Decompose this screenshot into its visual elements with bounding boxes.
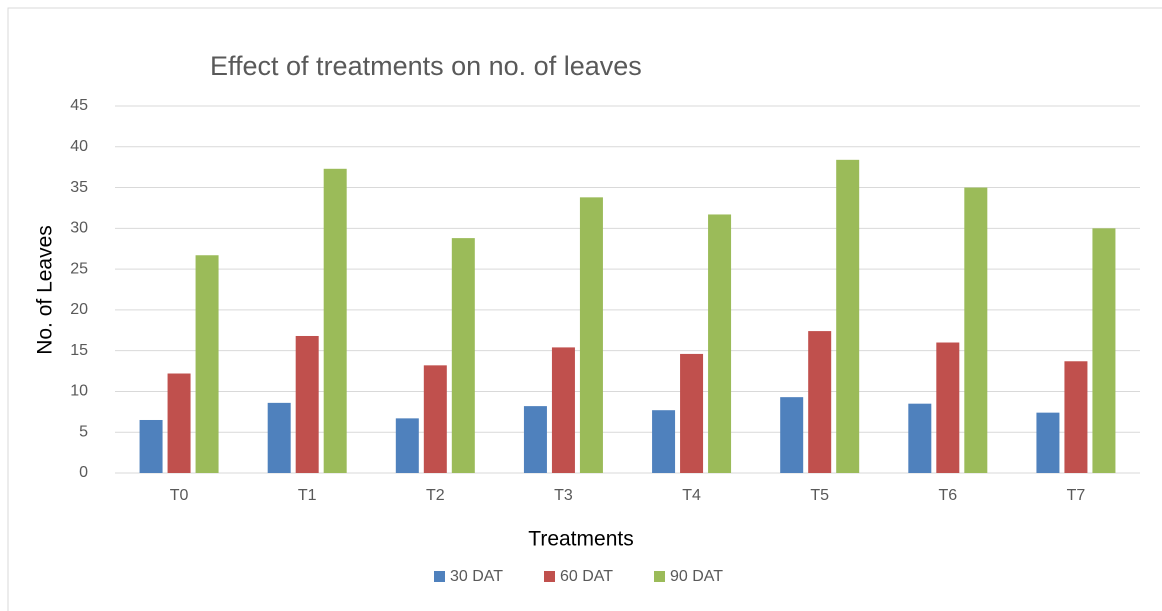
bar [1092, 228, 1116, 473]
legend-label: 90 DAT [670, 568, 723, 585]
bar [652, 410, 676, 473]
legend-swatch [544, 571, 555, 582]
y-tick-label: 45 [70, 97, 88, 114]
bar [936, 342, 960, 473]
bar [908, 403, 932, 473]
y-tick-label: 5 [79, 423, 88, 440]
x-tick-label: T6 [938, 487, 957, 504]
y-tick-label: 0 [79, 464, 88, 481]
x-tick-label: T7 [1067, 487, 1086, 504]
bar [295, 335, 319, 473]
x-axis-label: Treatments [528, 528, 633, 551]
bar [167, 373, 191, 473]
bar [964, 187, 988, 474]
legend-swatch [434, 571, 445, 582]
bar [423, 365, 447, 473]
bar [551, 347, 575, 473]
x-tick-label: T2 [426, 487, 445, 504]
bar [323, 168, 347, 473]
legend-label: 60 DAT [560, 568, 613, 585]
y-tick-label: 25 [70, 260, 88, 277]
bar [267, 402, 291, 473]
bar [680, 353, 704, 473]
x-tick-label: T1 [298, 487, 317, 504]
y-tick-label: 40 [70, 138, 88, 155]
x-tick-label: T4 [682, 487, 701, 504]
bar [808, 331, 832, 473]
bar [395, 418, 419, 473]
bar [451, 238, 475, 473]
y-tick-label: 10 [70, 383, 88, 400]
bar [1064, 361, 1088, 473]
bar [836, 159, 860, 473]
y-axis-label: No. of Leaves [34, 225, 57, 355]
bar [780, 397, 804, 473]
bar [1036, 412, 1060, 473]
bar [708, 214, 732, 474]
bar [523, 406, 547, 473]
x-tick-label: T3 [554, 487, 573, 504]
legend-swatch [654, 571, 665, 582]
bar [139, 419, 163, 473]
y-tick-label: 30 [70, 220, 88, 237]
bar [579, 197, 603, 473]
bar [195, 255, 219, 473]
y-tick-label: 20 [70, 301, 88, 318]
legend-label: 30 DAT [450, 568, 503, 585]
y-tick-label: 15 [70, 342, 88, 359]
x-tick-label: T5 [810, 487, 829, 504]
x-tick-label: T0 [170, 487, 189, 504]
chart-title: Effect of treatments on no. of leaves [210, 51, 642, 81]
y-tick-label: 35 [70, 179, 88, 196]
